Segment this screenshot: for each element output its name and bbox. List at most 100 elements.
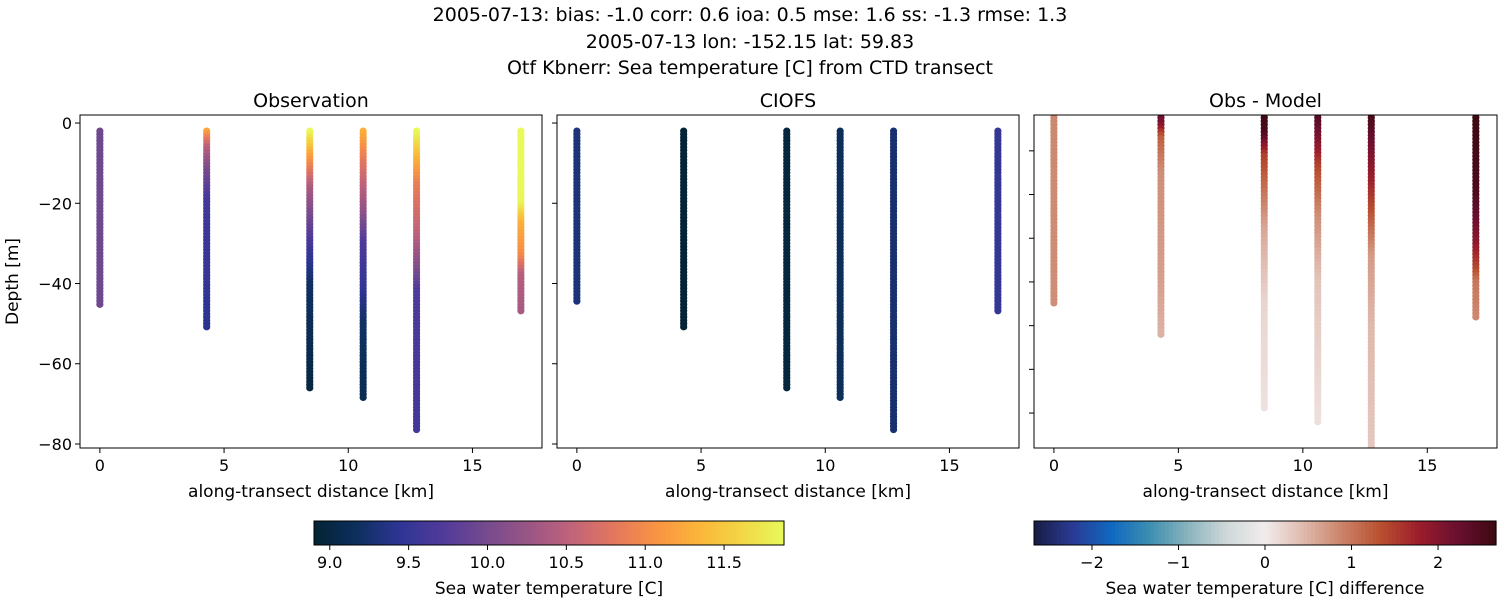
axes-frame [556, 114, 1020, 449]
colorbar-segment [674, 521, 679, 545]
data-point [1260, 404, 1268, 412]
x-tick-label: 10 [338, 456, 358, 475]
cast-2 [1260, 115, 1268, 412]
colorbar-segment [1222, 521, 1228, 545]
colorbar-segment [321, 521, 327, 545]
data-point [359, 393, 367, 402]
colorbar-segment [1041, 521, 1047, 545]
colorbar-segment [505, 521, 511, 545]
colorbar-segment [1203, 521, 1208, 545]
colorbar-segment [768, 521, 773, 545]
colorbar-segment [764, 521, 769, 545]
colorbar-segment [631, 521, 636, 545]
colorbar-segment [564, 521, 570, 545]
colorbar-segment [455, 521, 460, 545]
cast-1 [203, 127, 211, 331]
data-point [306, 384, 314, 392]
colorbar-segment [545, 521, 550, 545]
y-tick-label: −40 [38, 275, 72, 294]
colorbar-segment [498, 521, 503, 545]
colorbar-segment [396, 521, 401, 545]
colorbar-segment [1076, 521, 1081, 545]
colorbar-segment [1168, 521, 1174, 545]
colorbar-segment [744, 521, 750, 545]
y-tick-label: −80 [38, 435, 72, 454]
data-points [96, 127, 525, 434]
colorbar-segment [1426, 521, 1432, 545]
data-points [573, 127, 1002, 434]
colorbar-segment [1057, 521, 1062, 545]
colorbar-segment [1280, 521, 1285, 545]
cast-2 [783, 127, 791, 392]
colorbar-segment [419, 521, 425, 545]
data-point [1368, 450, 1375, 457]
cast-5 [517, 127, 525, 315]
colorbar-tick-label: 9.0 [317, 553, 342, 572]
data-point [1050, 104, 1057, 111]
colorbar-segment [1226, 521, 1231, 545]
colorbar-tick-label: 9.5 [396, 553, 421, 572]
colorbar-segment [1276, 521, 1281, 545]
panel-title: Obs - Model [1209, 90, 1322, 112]
colorbar-tick-label: 1 [1346, 553, 1356, 572]
cast-0 [96, 127, 104, 308]
data-point [573, 297, 581, 305]
data-point [203, 323, 211, 331]
colorbar-segment [1188, 521, 1193, 545]
colorbar-segment [314, 521, 319, 545]
data-point [96, 300, 104, 308]
colorbar-segment [1134, 521, 1139, 545]
colorbar-segment [1472, 521, 1478, 545]
cast-4 [412, 127, 421, 434]
colorbar-segment [1299, 521, 1305, 545]
data-point [412, 425, 421, 434]
colorbar-segment [1349, 521, 1355, 545]
colorbar-segment [1322, 521, 1328, 545]
colorbar-segment [639, 521, 644, 545]
data-point [1157, 107, 1164, 114]
colorbar-segment [1361, 521, 1366, 545]
colorbar-segment [1442, 521, 1447, 545]
colorbar-segment [349, 521, 354, 545]
colorbar-segment [1284, 521, 1289, 545]
colorbar-segment [1091, 521, 1097, 545]
data-point [1368, 104, 1375, 111]
colorbar-segment [1422, 521, 1428, 545]
colorbar-segment [427, 521, 433, 545]
colorbar-segment [517, 521, 523, 545]
data-point [1368, 460, 1375, 467]
colorbar-segment [1415, 521, 1420, 545]
colorbar-segment [1372, 521, 1378, 545]
colorbar-segment [1291, 521, 1297, 545]
colorbar-segment [1453, 521, 1459, 545]
colorbar-segment [1037, 521, 1043, 545]
title-line-1: 2005-07-13: bias: -1.0 corr: 0.6 ioa: 0.… [432, 4, 1068, 26]
colorbar-segment [549, 521, 554, 545]
colorbar-segment [1338, 521, 1343, 545]
colorbar-segment [1060, 521, 1066, 545]
colorbar-segment [1099, 521, 1104, 545]
x-axis-label: along-transect distance [km] [1143, 482, 1389, 502]
colorbar-segment [556, 521, 562, 545]
colorbar-segment [1137, 521, 1143, 545]
colorbar-segment [368, 521, 374, 545]
data-point [1368, 453, 1375, 460]
colorbar-segment [576, 521, 581, 545]
data-point [680, 323, 688, 331]
colorbar-segment [721, 521, 726, 545]
colorbar-segment [1315, 521, 1320, 545]
colorbar-segment [1241, 521, 1247, 545]
data-point [1472, 313, 1480, 321]
y-axis-label: Depth [m] [3, 238, 23, 325]
colorbar-segment [1376, 521, 1382, 545]
colorbar-segment [1261, 521, 1266, 545]
data-point [1368, 107, 1375, 114]
colorbar-segment [1407, 521, 1412, 545]
colorbar-segment [1053, 521, 1058, 545]
colorbar-segment [380, 521, 386, 545]
colorbar-segment [1084, 521, 1089, 545]
colorbar-segment [572, 521, 578, 545]
colorbar-segment [686, 521, 691, 545]
colorbar-segment [1238, 521, 1243, 545]
